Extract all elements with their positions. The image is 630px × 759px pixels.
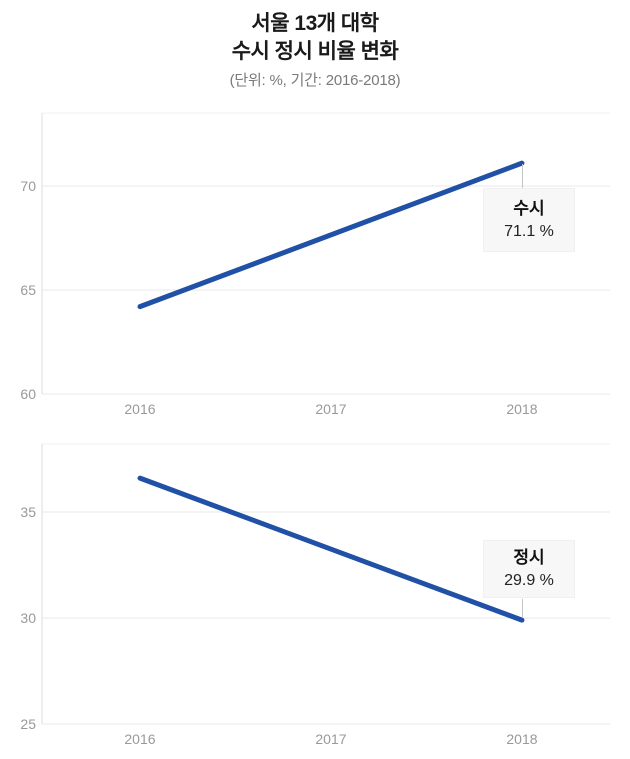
svg-text:2017: 2017: [315, 401, 346, 417]
jeongsi-annotation-box: 정시 29.9 %: [483, 540, 575, 598]
chart-title-line2: 수시 정시 비율 변화: [231, 40, 399, 63]
svg-text:2018: 2018: [506, 401, 537, 417]
jeongsi-annotation-label: 정시: [513, 548, 545, 567]
svg-text:70: 70: [20, 178, 36, 194]
svg-text:2017: 2017: [315, 731, 346, 747]
jeongsi-annotation-connector: [522, 599, 523, 618]
svg-text:2016: 2016: [124, 401, 155, 417]
susi-line-chart: 70 65 60 2016 2017 2018: [20, 112, 610, 417]
svg-text:35: 35: [20, 504, 36, 520]
svg-text:65: 65: [20, 282, 36, 298]
susi-annotation-value: 71.1 %: [504, 223, 554, 240]
susi-annotation-box: 수시 71.1 %: [483, 188, 575, 252]
svg-text:30: 30: [20, 610, 36, 626]
svg-text:25: 25: [20, 716, 36, 732]
susi-annotation-label: 수시: [513, 199, 545, 218]
susi-annotation-connector: [522, 164, 523, 188]
svg-text:2018: 2018: [506, 731, 537, 747]
jeongsi-annotation-value: 29.9 %: [504, 572, 554, 589]
chart-title-line1: 서울 13개 대학: [251, 12, 379, 35]
svg-text:60: 60: [20, 386, 36, 402]
chart-subtitle: (단위: %, 기간: 2016-2018): [229, 72, 401, 89]
jeongsi-line-chart: 35 30 25 2016 2017 2018: [20, 443, 610, 747]
svg-text:2016: 2016: [124, 731, 155, 747]
title-block: 서울 13개 대학 수시 정시 비율 변화 (단위: %, 기간: 2016-2…: [0, 10, 630, 90]
